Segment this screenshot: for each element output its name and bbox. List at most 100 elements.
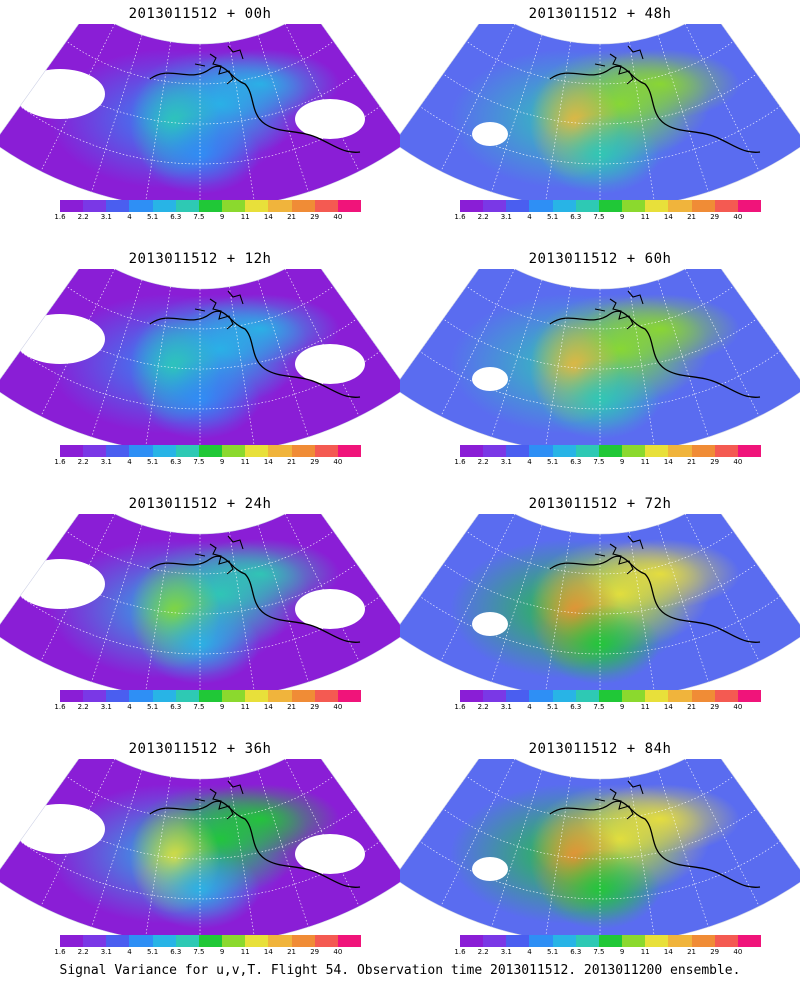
colorbar-tick-label: 14 xyxy=(263,458,273,466)
colorbar-swatch xyxy=(175,200,199,212)
panel-title: 2013011512 + 00h xyxy=(128,6,272,22)
colorbar-swatch xyxy=(598,935,623,947)
colorbar-swatch xyxy=(245,935,269,947)
colorbar-tick-label: 6.3 xyxy=(170,703,182,711)
colorbar-tick-label: 40 xyxy=(733,703,743,711)
colorbar-tick-label: 7.5 xyxy=(593,213,605,221)
colorbar-swatch xyxy=(598,200,623,212)
colorbar-swatch xyxy=(314,690,338,702)
colorbar-tick-label: 21 xyxy=(287,703,296,711)
colorbar xyxy=(60,690,362,702)
colorbar-swatch xyxy=(106,935,130,947)
colorbar-swatch xyxy=(691,200,715,212)
colorbar-swatch xyxy=(529,200,553,212)
panel-title: 2013011512 + 12h xyxy=(128,251,272,267)
colorbar-swatch xyxy=(152,445,176,457)
colorbar-tick-label: 5.1 xyxy=(147,948,159,956)
colorbar-tick-label: 11 xyxy=(640,948,650,956)
colorbar-swatch xyxy=(645,200,669,212)
colorbar-tick-label: 6.3 xyxy=(170,458,182,466)
colorbar-swatch xyxy=(598,690,623,702)
colorbar-swatch xyxy=(529,935,553,947)
colorbar-swatch xyxy=(337,935,362,947)
variance-map xyxy=(0,269,400,449)
colorbar-tick-label: 3.1 xyxy=(500,213,512,221)
colorbar-tick-label: 21 xyxy=(287,213,296,221)
colorbar-swatch xyxy=(337,200,362,212)
colorbar-swatch xyxy=(460,200,484,212)
colorbar-tick-label: 9 xyxy=(619,458,625,466)
variance-map xyxy=(0,514,400,694)
colorbar-tick-label: 21 xyxy=(687,213,696,221)
colorbar-tick-label: 2.2 xyxy=(77,458,89,466)
colorbar-swatch xyxy=(291,935,315,947)
variance-map xyxy=(400,24,800,204)
colorbar-tick-label: 4 xyxy=(127,458,132,466)
colorbar-swatch xyxy=(60,690,84,702)
colorbar-tick-label: 3.1 xyxy=(500,703,512,711)
colorbar-tick-label: 7.5 xyxy=(193,703,205,711)
colorbar-tick-label: 11 xyxy=(640,703,650,711)
colorbar-tick-label: 14 xyxy=(263,703,273,711)
colorbar-tick-label: 5.1 xyxy=(147,458,159,466)
colorbar xyxy=(460,200,762,212)
colorbar-swatch xyxy=(222,445,246,457)
colorbar-tick-label: 1.6 xyxy=(54,948,66,956)
colorbar-tick-label: 3.1 xyxy=(100,213,112,221)
colorbar-swatch xyxy=(245,690,269,702)
colorbar-swatch xyxy=(222,690,246,702)
colorbar-tick-label: 1.6 xyxy=(54,703,66,711)
colorbar-tick-label: 5.1 xyxy=(547,948,559,956)
colorbar-swatch xyxy=(268,690,292,702)
colorbar-labels: 1.6 2.2 3.1 4 5.1 6.3 7.5 9 11 14 21 29 40 xyxy=(54,213,361,223)
colorbar-swatch xyxy=(198,200,223,212)
colorbar-swatch xyxy=(129,445,153,457)
colorbar-tick-label: 6.3 xyxy=(570,213,582,221)
colorbar-labels: 1.6 2.2 3.1 4 5.1 6.3 7.5 9 11 14 21 29 40 xyxy=(54,703,361,713)
colorbar-tick-label: 14 xyxy=(263,213,273,221)
colorbar-tick-label: 40 xyxy=(333,458,343,466)
colorbar-swatch xyxy=(152,200,176,212)
variance-map xyxy=(0,24,400,204)
variance-map xyxy=(400,514,800,694)
colorbar-swatch xyxy=(691,445,715,457)
colorbar-tick-label: 14 xyxy=(663,213,673,221)
panel-title: 2013011512 + 84h xyxy=(528,741,672,757)
colorbar-tick-label: 1.6 xyxy=(454,213,466,221)
colorbar-swatch xyxy=(245,200,269,212)
colorbar-tick-label: 29 xyxy=(310,213,320,221)
colorbar-tick-label: 7.5 xyxy=(593,458,605,466)
colorbar-tick-label: 4 xyxy=(527,458,532,466)
colorbar-swatch xyxy=(552,445,576,457)
colorbar-labels: 1.6 2.2 3.1 4 5.1 6.3 7.5 9 11 14 21 29 40 xyxy=(54,948,361,958)
colorbar-tick-label: 4 xyxy=(127,948,132,956)
colorbar-swatch xyxy=(83,935,107,947)
colorbar-swatch xyxy=(737,200,762,212)
colorbar-tick-label: 4 xyxy=(127,703,132,711)
colorbar-tick-label: 1.6 xyxy=(454,948,466,956)
colorbar-tick-label: 11 xyxy=(640,458,650,466)
colorbar-tick-label: 7.5 xyxy=(193,458,205,466)
colorbar-swatch xyxy=(737,690,762,702)
colorbar-swatch xyxy=(152,690,176,702)
colorbar-swatch xyxy=(198,690,223,702)
colorbar-swatch xyxy=(483,445,507,457)
colorbar-swatch xyxy=(737,445,762,457)
colorbar-swatch xyxy=(83,690,107,702)
colorbar-swatch xyxy=(60,200,84,212)
colorbar-swatch xyxy=(506,935,530,947)
colorbar-swatch xyxy=(268,445,292,457)
colorbar-tick-label: 11 xyxy=(640,213,650,221)
colorbar-tick-label: 1.6 xyxy=(54,213,66,221)
colorbar xyxy=(460,935,762,947)
colorbar-swatch xyxy=(129,935,153,947)
colorbar-tick-label: 21 xyxy=(687,948,696,956)
colorbar-tick-label: 29 xyxy=(710,213,720,221)
colorbar xyxy=(460,690,762,702)
colorbar-tick-label: 7.5 xyxy=(193,948,205,956)
colorbar-swatch xyxy=(175,445,199,457)
colorbar-swatch xyxy=(291,445,315,457)
colorbar-swatch xyxy=(645,690,669,702)
colorbar-swatch xyxy=(622,690,646,702)
colorbar-tick-label: 1.6 xyxy=(454,458,466,466)
